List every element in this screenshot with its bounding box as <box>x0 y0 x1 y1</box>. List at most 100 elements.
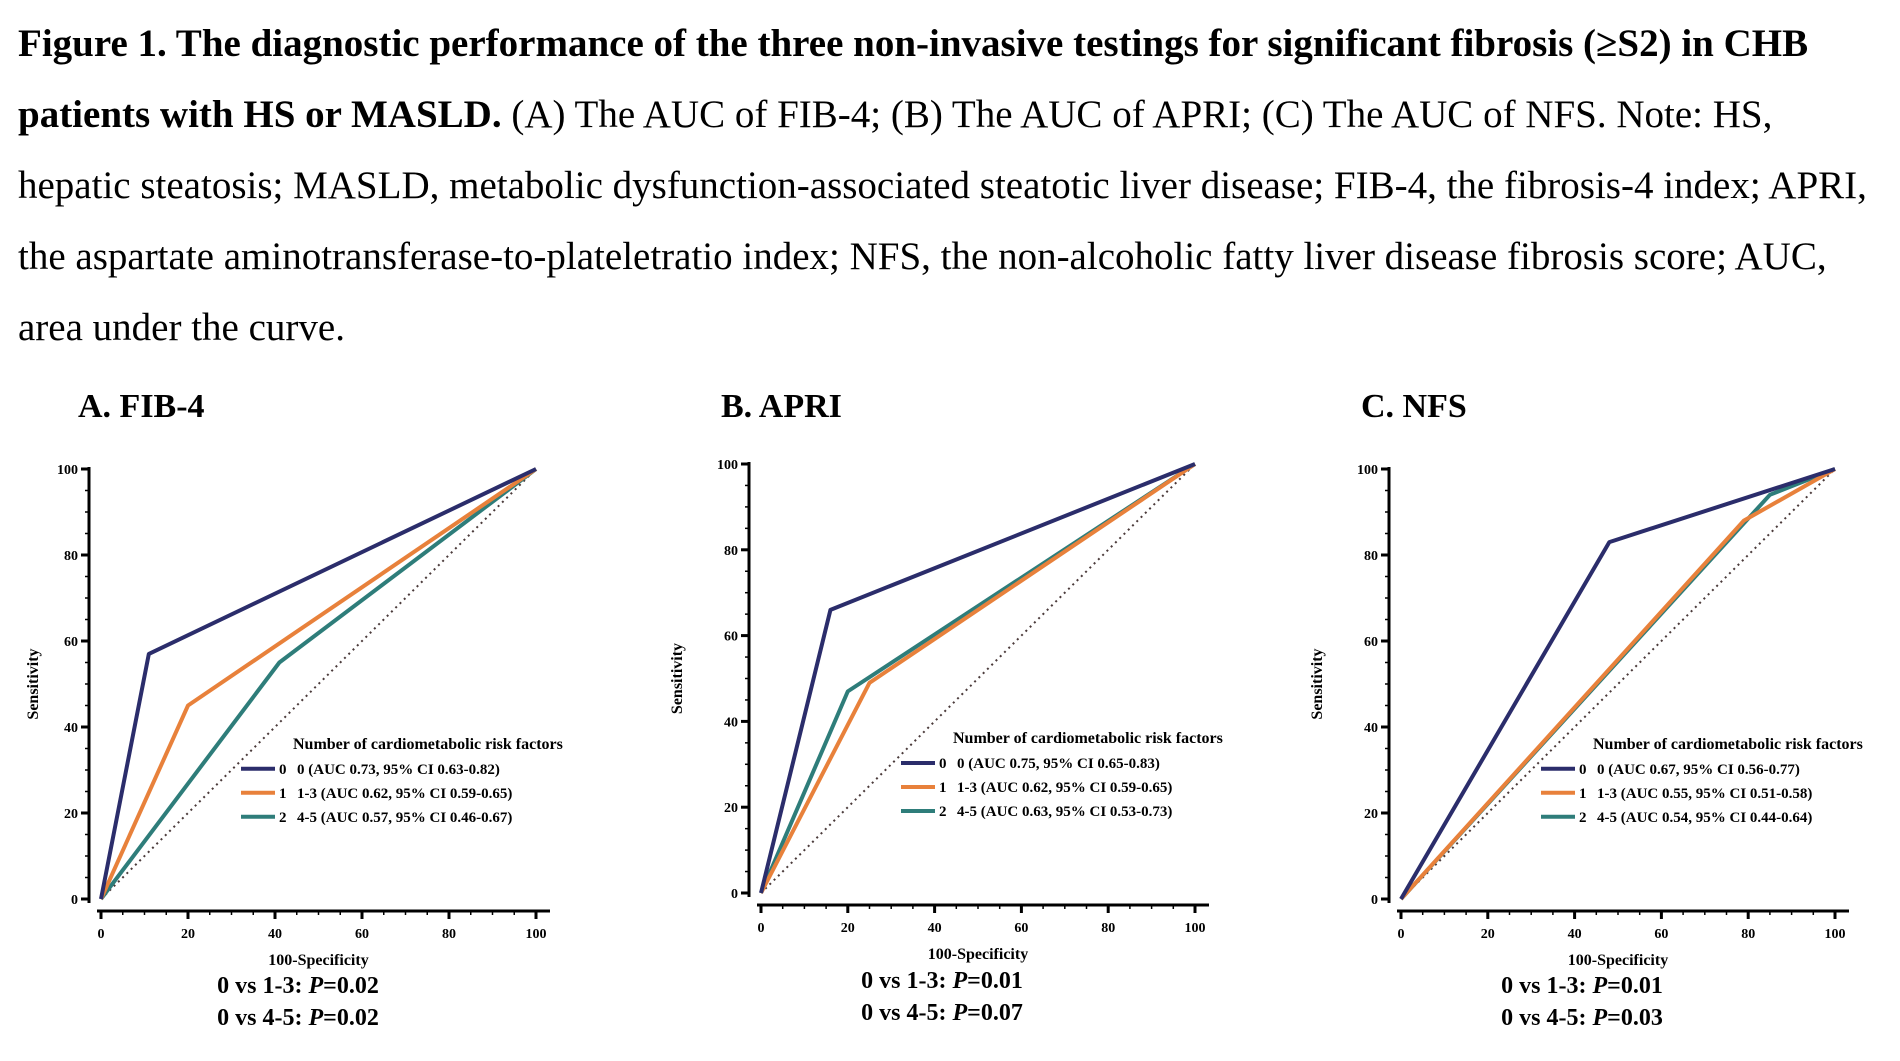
reference-diagonal <box>760 463 1196 894</box>
legend-title: Number of cardiometabolic risk factors <box>953 730 1223 747</box>
y-tick-label: 0 <box>731 887 738 902</box>
x-tick-label: 80 <box>1741 927 1755 942</box>
x-tick-label: 100 <box>526 927 547 942</box>
legend-series-name: 1 <box>1579 786 1587 802</box>
x-axis-label: 100-Specificity <box>1568 952 1668 969</box>
y-tick-label: 80 <box>724 544 738 559</box>
x-tick-label: 60 <box>1654 927 1668 942</box>
x-tick-label: 100 <box>1825 927 1846 942</box>
legend-series-name: 2 <box>939 804 947 820</box>
caption-title: Figure 1. The diagnostic performance of … <box>18 22 1809 136</box>
legend-entry: 4-5 (AUC 0.63, 95% CI 0.53-0.73) <box>957 804 1172 820</box>
x-tick-label: 40 <box>268 927 282 942</box>
y-tick-label: 100 <box>57 463 78 478</box>
comparison-label: 0 vs 4-5 <box>217 1005 295 1031</box>
x-tick-label: 0 <box>98 927 105 942</box>
y-tick-label: 20 <box>724 801 738 816</box>
legend-series-name: 2 <box>279 810 287 826</box>
roc-curve-series-1 <box>99 467 538 900</box>
roc-curve-series-0 <box>759 462 1196 894</box>
x-tick-label: 40 <box>928 921 942 936</box>
x-tick-label: 60 <box>355 927 369 942</box>
comparison-label: 0 vs 4-5 <box>1501 1005 1579 1031</box>
legend-title: Number of cardiometabolic risk factors <box>293 736 563 753</box>
legend-series-name: 0 <box>939 756 947 772</box>
p-value-0-vs-4-5: 0 vs 4-5: P=0.07 <box>861 1000 1023 1026</box>
y-tick-label: 20 <box>1364 807 1378 822</box>
panel-apri: B. APRI 0 20 40 60 80 100 0 20 40 60 80 100 100-Speci… <box>662 385 1312 1055</box>
comparison-label: 0 vs 1-3 <box>861 968 939 994</box>
legend-entry: 1-3 (AUC 0.62, 95% CI 0.59-0.65) <box>297 786 512 802</box>
legend-entry: 0 (AUC 0.67, 95% CI 0.56-0.77) <box>1597 762 1800 778</box>
x-axis-label: 100-Specificity <box>928 946 1028 963</box>
legend-title: Number of cardiometabolic risk factors <box>1593 736 1863 753</box>
y-tick-label: 60 <box>1364 635 1378 650</box>
legend-entry: 0 (AUC 0.75, 95% CI 0.65-0.83) <box>957 756 1160 772</box>
y-tick-label: 80 <box>1364 549 1378 564</box>
legend-series-name: 0 <box>1579 762 1587 778</box>
roc-curve-series-0 <box>1399 467 1836 901</box>
x-tick-label: 0 <box>1398 927 1405 942</box>
legend-series-name: 2 <box>1579 810 1587 826</box>
legend-series-name: 1 <box>279 786 287 802</box>
y-tick-label: 40 <box>1364 721 1378 736</box>
roc-curve-series-1 <box>759 462 1197 894</box>
caption-body: (A) The AUC of FIB-4; (B) The AUC of APR… <box>18 93 1867 349</box>
y-tick-label: 60 <box>724 630 738 645</box>
reference-diagonal <box>100 468 537 900</box>
x-axis-label: 100-Specificity <box>268 952 368 969</box>
p-value-0-vs-4-5: 0 vs 4-5: P=0.03 <box>1501 1005 1663 1031</box>
y-tick-label: 20 <box>64 807 78 822</box>
p-value: 0.02 <box>336 1005 379 1031</box>
x-tick-label: 20 <box>1481 927 1495 942</box>
chart-title: C. NFS <box>1361 388 1467 425</box>
x-tick-label: 20 <box>181 927 195 942</box>
chart-title: B. APRI <box>721 388 842 425</box>
p-value: 0.07 <box>980 1000 1023 1026</box>
panel-fib4: A. FIB-4 0 20 40 60 80 100 0 20 40 60 80 100 100-Spec… <box>18 385 668 1055</box>
p-value-0-vs-4-5: 0 vs 4-5: P=0.02 <box>217 1005 379 1031</box>
legend-entry: 4-5 (AUC 0.57, 95% CI 0.46-0.67) <box>297 810 512 826</box>
roc-curve-series-1 <box>1399 467 1836 901</box>
y-tick-label: 100 <box>1357 463 1378 478</box>
p-value: 0.02 <box>336 973 379 999</box>
x-tick-label: 20 <box>841 921 855 936</box>
legend-entry: 0 (AUC 0.73, 95% CI 0.63-0.82) <box>297 762 500 778</box>
y-tick-label: 40 <box>64 721 78 736</box>
y-tick-label: 60 <box>64 635 78 650</box>
x-tick-label: 40 <box>1568 927 1582 942</box>
y-axis-label: Sensitivity <box>1309 648 1326 719</box>
roc-curve-series-2 <box>99 467 538 901</box>
comparison-label: 0 vs 1-3 <box>1501 973 1579 999</box>
p-value-0-vs-1-3: 0 vs 1-3: P=0.01 <box>1501 973 1663 999</box>
y-tick-label: 40 <box>724 715 738 730</box>
roc-curve-series-0 <box>99 467 537 900</box>
y-tick-label: 80 <box>64 549 78 564</box>
y-axis-label: Sensitivity <box>25 648 42 719</box>
figure-caption: Figure 1. The diagnostic performance of … <box>18 8 1888 363</box>
y-tick-label: 0 <box>71 893 78 908</box>
x-tick-label: 60 <box>1014 921 1028 936</box>
x-tick-label: 80 <box>442 927 456 942</box>
p-value-0-vs-1-3: 0 vs 1-3: P=0.02 <box>217 973 379 999</box>
x-tick-label: 100 <box>1185 921 1206 936</box>
legend-series-name: 1 <box>939 780 947 796</box>
legend-entry: 1-3 (AUC 0.62, 95% CI 0.59-0.65) <box>957 780 1172 796</box>
p-value: 0.01 <box>980 968 1023 994</box>
y-tick-label: 100 <box>717 458 738 473</box>
panel-nfs: C. NFS 0 20 40 60 80 100 0 20 40 60 80 100 100-Specif… <box>1302 385 1900 1055</box>
legend-entry: 1-3 (AUC 0.55, 95% CI 0.51-0.58) <box>1597 786 1812 802</box>
comparison-label: 0 vs 1-3 <box>217 973 295 999</box>
y-axis-label: Sensitivity <box>669 643 686 714</box>
p-value-0-vs-1-3: 0 vs 1-3: P=0.01 <box>861 968 1023 994</box>
reference-diagonal <box>1400 468 1836 900</box>
comparison-label: 0 vs 4-5 <box>861 1000 939 1026</box>
y-tick-label: 0 <box>1371 893 1378 908</box>
chart-title: A. FIB-4 <box>78 388 205 425</box>
p-value: 0.01 <box>1620 973 1663 999</box>
legend-entry: 4-5 (AUC 0.54, 95% CI 0.44-0.64) <box>1597 810 1812 826</box>
legend-series-name: 0 <box>279 762 287 778</box>
